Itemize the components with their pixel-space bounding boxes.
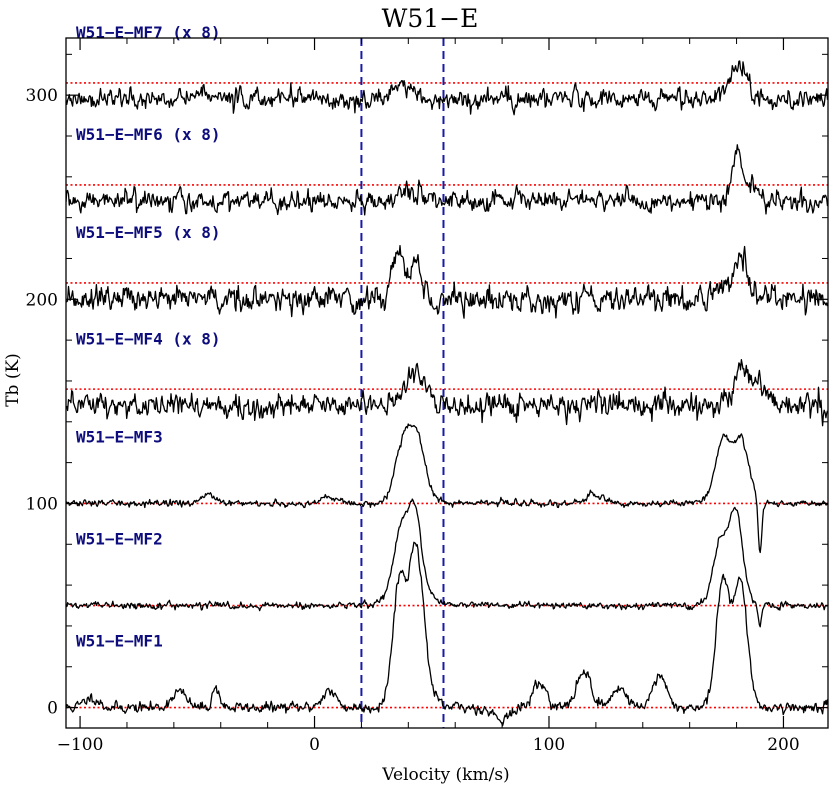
spectrum-line-1 <box>66 541 828 727</box>
velocity-markers <box>360 38 445 728</box>
y-tick-label: 300 <box>26 86 58 106</box>
x-axis-title: Velocity (km/s) <box>381 765 509 785</box>
spectrum-line-6 <box>66 144 828 216</box>
x-tick-label: 0 <box>309 735 320 755</box>
y-tick-label: 0 <box>47 699 58 719</box>
series-label-6: W51−E−MF6 (x 8) <box>76 125 221 144</box>
plot-frame <box>65 37 829 729</box>
y-tick-label: 200 <box>26 290 58 310</box>
spectrum-line-4 <box>66 359 828 427</box>
y-tick-label: 100 <box>26 494 58 514</box>
spectrum-line-5 <box>66 244 828 319</box>
x-tick-label: −100 <box>57 735 104 755</box>
spectrum-line-3 <box>66 423 828 554</box>
series-label-3: W51−E−MF3 <box>76 427 163 446</box>
series-label-7: W51−E−MF7 (x 8) <box>76 23 221 42</box>
x-tick-label: 200 <box>767 735 799 755</box>
x-tick-label: 100 <box>533 735 565 755</box>
series-label-1: W51−E−MF1 <box>76 631 163 650</box>
chart-title: W51−E <box>382 4 479 33</box>
y-axis-title: Tb (K) <box>3 353 23 407</box>
series-label-2: W51−E−MF2 <box>76 529 163 548</box>
baselines <box>66 82 828 709</box>
spectrum-line-7 <box>66 60 828 116</box>
spectra <box>66 60 828 727</box>
series-label-4: W51−E−MF4 (x 8) <box>76 329 221 348</box>
axes: −100 0 100 200 0 100 200 300 <box>26 37 829 755</box>
series-labels: W51−E−MF1 W51−E−MF2 W51−E−MF3 W51−E−MF4 (x … <box>76 23 221 650</box>
series-label-5: W51−E−MF5 (x 8) <box>76 223 221 242</box>
spectrum-line-2 <box>66 498 828 628</box>
